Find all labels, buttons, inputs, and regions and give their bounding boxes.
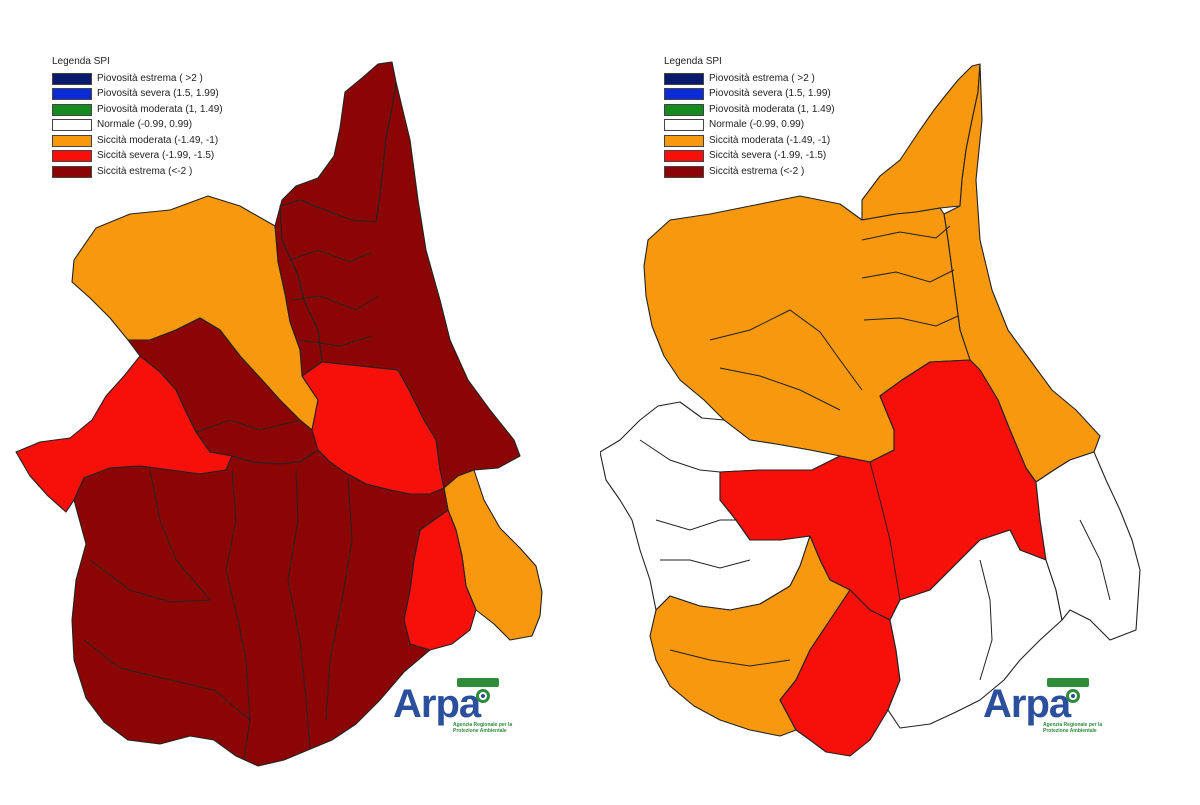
legend-left: Legenda SPI Piovosità estrema ( >2 ) Piov… [52, 56, 223, 180]
spi-map-left: Legenda SPI Piovosità estrema ( >2 ) Piov… [15, 56, 543, 767]
legend-item: Siccità moderata (-1.49, -1) [52, 133, 223, 149]
legend-label: Piovosità moderata (1, 1.49) [97, 103, 223, 115]
logo-badge [457, 678, 499, 687]
legend-item: Siccità estrema (<-2 ) [664, 164, 835, 180]
legend-item: Piovosità moderata (1, 1.49) [664, 102, 835, 118]
legend-item: Piovosità severa (1.5, 1.99) [664, 87, 835, 103]
legend-item: Siccità severa (-1.99, -1.5) [52, 149, 223, 165]
legend-swatch [664, 103, 704, 116]
legend-label: Siccità severa (-1.99, -1.5) [709, 150, 827, 162]
legend-item: Piovosità estrema ( >2 ) [664, 71, 835, 87]
legend-label: Piovosità severa (1.5, 1.99) [709, 88, 831, 100]
legend-label: Siccità severa (-1.99, -1.5) [97, 150, 215, 162]
legend-label: Normale (-0.99, 0.99) [709, 119, 805, 131]
region-south-large [71, 449, 449, 767]
legend-item: Piovosità moderata (1, 1.49) [52, 102, 223, 118]
region-west-lobe [15, 355, 233, 513]
logo-emblem-icon [476, 689, 490, 703]
legend-swatch [664, 134, 704, 147]
legend-swatch [52, 134, 92, 147]
legend-item: Piovosità severa (1.5, 1.99) [52, 87, 223, 103]
legend-swatch [52, 119, 92, 132]
internal-boundaries-right [639, 225, 1111, 681]
legend-title: Legenda SPI [664, 56, 722, 67]
legend-label: Normale (-0.99, 0.99) [97, 119, 193, 131]
internal-boundaries-left [83, 249, 379, 761]
legend-swatch [664, 150, 704, 163]
logo-brand: Arpa [983, 682, 1071, 726]
map-right-svg [600, 63, 1141, 757]
legend-label: Piovosità severa (1.5, 1.99) [97, 88, 219, 100]
legend-label: Piovosità estrema ( >2 ) [709, 72, 815, 84]
legend-item: Normale (-0.99, 0.99) [664, 118, 835, 134]
legend-item: Siccità moderata (-1.49, -1) [664, 133, 835, 149]
legend-item: Normale (-0.99, 0.99) [52, 118, 223, 134]
region-southeast-white [887, 529, 1063, 729]
legend-swatch [52, 103, 92, 116]
region-east-white [1035, 451, 1141, 641]
legend-swatch [52, 72, 92, 85]
legend-swatch [52, 88, 92, 101]
legend-title: Legenda SPI [52, 56, 110, 67]
legend-label: Piovosità estrema ( >2 ) [97, 72, 203, 84]
logo-brand: Arpa [393, 682, 481, 726]
arpa-logo-left: Arpa Agenzia Regionale per la Protezione… [393, 678, 515, 736]
arpa-logo-right: Arpa Agenzia Regionale per la Protezione… [983, 678, 1105, 736]
legend-label: Siccità estrema (<-2 ) [709, 165, 805, 177]
legend-label: Siccità moderata (-1.49, -1) [97, 134, 219, 146]
legend-swatch [52, 150, 92, 163]
legend-item: Piovosità estrema ( >2 ) [52, 71, 223, 87]
legend-swatch [52, 165, 92, 178]
legend-swatch [664, 119, 704, 132]
logo-badge [1047, 678, 1089, 687]
legend-item: Siccità estrema (<-2 ) [52, 164, 223, 180]
legend-label: Siccità estrema (<-2 ) [97, 165, 193, 177]
legend-item: Siccità severa (-1.99, -1.5) [664, 149, 835, 165]
map-left-svg [15, 61, 543, 767]
spi-map-right: Legenda SPI Piovosità estrema ( >2 ) Piov… [600, 0, 1200, 805]
legend-right: Legenda SPI Piovosità estrema ( >2 ) Piov… [664, 56, 835, 180]
legend-label: Piovosità moderata (1, 1.49) [709, 103, 835, 115]
logo-subtitle: Agenzia Regionale per la Protezione Ambi… [453, 722, 513, 734]
legend-label: Siccità moderata (-1.49, -1) [709, 134, 831, 146]
legend-swatch [664, 88, 704, 101]
logo-emblem-icon [1066, 689, 1080, 703]
legend-swatch [664, 165, 704, 178]
legend-swatch [664, 72, 704, 85]
logo-subtitle: Agenzia Regionale per la Protezione Ambi… [1043, 722, 1103, 734]
